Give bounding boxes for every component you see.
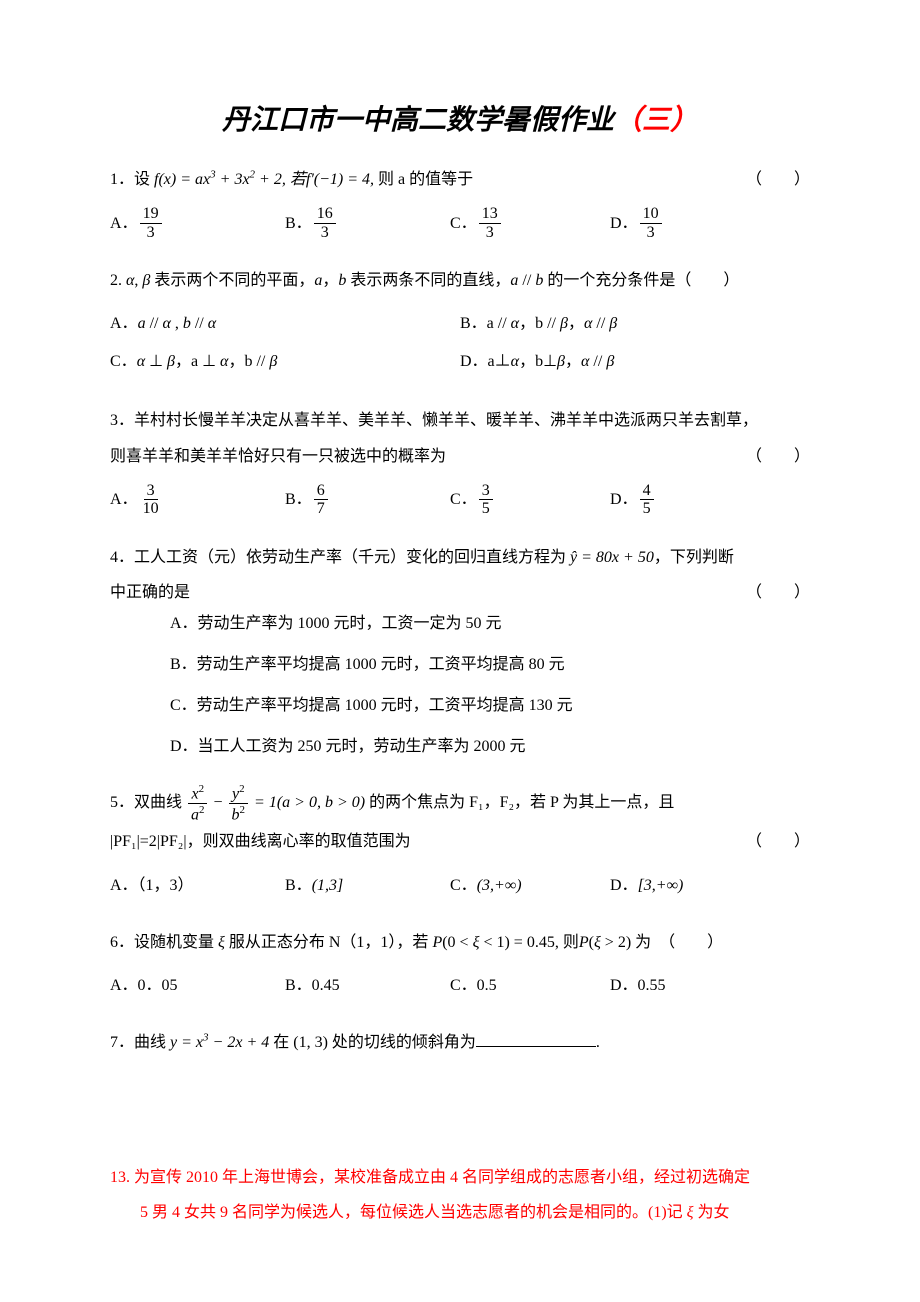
- q6-text: 6．设随机变量 ξ 服从正态分布 N（1，1），若 P(0 < ξ < 1) =…: [110, 925, 810, 960]
- q1-c-label: C．: [450, 206, 477, 241]
- q4-line1: 4．工人工资（元）依劳动生产率（千元）变化的回归直线方程为 ŷ = 80x + …: [110, 540, 810, 575]
- q3-option-b: B． 67: [285, 482, 450, 518]
- question-4: 4．工人工资（元）依劳动生产率（千元）变化的回归直线方程为 ŷ = 80x + …: [110, 540, 810, 762]
- title-suffix: （三）: [614, 105, 698, 136]
- q4-option-c: C．劳动生产率平均提高 1000 元时，工资平均提高 130 元: [170, 692, 810, 721]
- q1-b-label: B．: [285, 206, 312, 241]
- q5-option-c: C．(3,+∞): [450, 868, 610, 903]
- q1-option-a: A． 193: [110, 205, 285, 241]
- q13-line1: 13. 为宣传 2010 年上海世博会，某校准备成立由 4 名同学组成的志愿者小…: [110, 1160, 810, 1195]
- q5-option-b: B．(1,3]: [285, 868, 450, 903]
- question-2: 2. α, β 表示两个不同的平面，a，b 表示两条不同的直线，a // b 的…: [110, 263, 810, 381]
- q3-option-c: C． 35: [450, 482, 610, 518]
- q4-line2: 中正确的是: [110, 575, 190, 610]
- page-title: 丹江口市一中高二数学暑假作业（三）: [110, 100, 810, 142]
- question-3: 3．羊村村长慢羊羊决定从喜羊羊、美羊羊、懒羊羊、暖羊羊、沸羊羊中选派两只羊去割草…: [110, 403, 810, 518]
- q3-line1: 3．羊村村长慢羊羊决定从喜羊羊、美羊羊、懒羊羊、暖羊羊、沸羊羊中选派两只羊去割草…: [110, 403, 810, 438]
- q5-option-a: A．（1，3）: [110, 868, 285, 903]
- q5-paren: （ ）: [746, 824, 810, 859]
- q2-option-a: A．a // α , b // α: [110, 305, 460, 343]
- q5-line2: |PF₁|=2|PF₂|，则双曲线离心率的取值范围为: [110, 824, 411, 859]
- q1-text: 1．设 f(x) = ax3 + 3x2 + 2, 若f'(−1) = 4, 则…: [110, 162, 473, 197]
- q5-line1: 5．双曲线 x2a2 − y2b2 = 1(a > 0, b > 0) 的两个焦…: [110, 783, 810, 824]
- q1-option-c: C． 133: [450, 205, 610, 241]
- q1-formula: f(x) = ax3 + 3x2 + 2, 若f'(−1) = 4,: [154, 171, 378, 188]
- q3-paren: （ ）: [746, 439, 810, 474]
- q1-option-d: D． 103: [610, 205, 664, 241]
- q3-line2: 则喜羊羊和美羊羊恰好只有一只被选中的概率为: [110, 439, 446, 474]
- q4-paren: （ ）: [746, 575, 810, 610]
- q6-option-c: C．0.5: [450, 968, 610, 1003]
- q7-blank: [476, 1031, 596, 1047]
- q3-option-a: A． 310: [110, 482, 285, 518]
- question-1: 1．设 f(x) = ax3 + 3x2 + 2, 若f'(−1) = 4, 则…: [110, 162, 810, 241]
- q2-option-b: B．a // α，b // β，α // β: [460, 305, 810, 343]
- q1-d-label: D．: [610, 206, 638, 241]
- q2-text: 2. α, β 表示两个不同的平面，a，b 表示两条不同的直线，a // b 的…: [110, 263, 810, 298]
- q7-formula: y = x3 − 2x + 4: [170, 1034, 269, 1051]
- q4-option-d: D．当工人工资为 250 元时，劳动生产率为 2000 元: [170, 733, 810, 762]
- xi-symbol: ξ: [687, 1204, 694, 1221]
- question-6: 6．设随机变量 ξ 服从正态分布 N（1，1），若 P(0 < ξ < 1) =…: [110, 925, 810, 1003]
- title-main: 丹江口市一中高二数学暑假作业: [222, 105, 614, 136]
- q5-option-d: D．[3,+∞): [610, 868, 683, 903]
- q2-option-d: D．a⊥α，b⊥β，α // β: [460, 343, 810, 381]
- q6-option-b: B．0.45: [285, 968, 450, 1003]
- q1-option-b: B． 163: [285, 205, 450, 241]
- q1-paren: （ ）: [746, 162, 810, 197]
- q4-option-b: B．劳动生产率平均提高 1000 元时，工资平均提高 80 元: [170, 651, 810, 680]
- q3-option-d: D． 45: [610, 482, 656, 518]
- q1-a-label: A．: [110, 206, 138, 241]
- q6-option-a: A．0．05: [110, 968, 285, 1003]
- q6-option-d: D．0.55: [610, 968, 666, 1003]
- question-5: 5．双曲线 x2a2 − y2b2 = 1(a > 0, b > 0) 的两个焦…: [110, 783, 810, 902]
- q4-formula: ŷ = 80x + 50: [570, 549, 654, 566]
- q2-option-c: C．α ⊥ β，a ⊥ α，b // β: [110, 343, 460, 381]
- q13-line2: 5 男 4 女共 9 名同学为候选人，每位候选人当选志愿者的机会是相同的。(1)…: [140, 1195, 810, 1230]
- q1-pre: 1．设: [110, 171, 154, 188]
- q1-post: 则 a 的值等于: [378, 171, 473, 188]
- q4-option-a: A．劳动生产率为 1000 元时，工资一定为 50 元: [170, 610, 810, 639]
- question-7: 7．曲线 y = x3 − 2x + 4 在 (1, 3) 处的切线的倾斜角为.: [110, 1025, 810, 1060]
- question-13: 13. 为宣传 2010 年上海世博会，某校准备成立由 4 名同学组成的志愿者小…: [110, 1160, 810, 1230]
